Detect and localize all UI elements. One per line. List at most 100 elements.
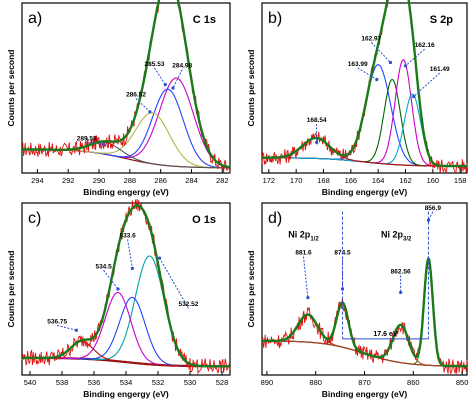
element-label: C 1s <box>193 14 216 26</box>
panel-label: d) <box>268 210 282 227</box>
panel-label: b) <box>268 10 282 27</box>
y-axis-label: Counts per second <box>246 50 256 127</box>
fit-envelope <box>262 255 467 368</box>
fit-envelope <box>262 0 467 168</box>
x-tick-label: 850 <box>456 378 469 387</box>
fit-envelope <box>22 0 231 169</box>
annotation-arrowhead <box>426 218 431 222</box>
annotation-arrow <box>357 67 378 80</box>
peak-annotation: 289.58 <box>77 136 97 143</box>
peak-annotation: 285.53 <box>145 61 165 68</box>
x-tick-label: 160 <box>427 176 440 185</box>
x-tick-label: 536 <box>88 378 101 387</box>
annotation-arrow <box>57 324 77 331</box>
peak-annotation: 533.6 <box>119 232 136 239</box>
annotation-arrow <box>405 48 425 67</box>
x-tick-label: 168 <box>317 176 330 185</box>
annotation-arrowhead <box>102 142 106 146</box>
orbital-sub: 1/2 <box>310 236 319 242</box>
plot-frame <box>261 2 468 174</box>
peak-annotation: 536.75 <box>47 318 67 325</box>
annotation-arrowhead <box>306 296 310 300</box>
annotation-arrow <box>127 239 133 269</box>
annotation-arrow <box>154 67 166 85</box>
peak-annotation: 881.6 <box>295 250 312 257</box>
x-tick-label: 158 <box>454 176 467 185</box>
x-tick-label: 292 <box>62 176 75 185</box>
peak-component-1 <box>22 88 231 169</box>
x-tick-label: 288 <box>124 176 137 185</box>
annotation-arrow <box>302 256 309 298</box>
x-tick-label: 170 <box>290 176 303 185</box>
annotation-arrowhead <box>74 328 78 332</box>
annotation-arrowhead <box>130 266 134 270</box>
x-tick-label: 860 <box>407 378 420 387</box>
annotation-arrowhead <box>148 110 152 114</box>
element-label: S 2p <box>430 14 454 26</box>
x-axis-label: Binding engergy (eV) <box>322 187 408 197</box>
peak-annotation: 286.52 <box>126 92 146 99</box>
panel-label: c) <box>28 210 41 227</box>
x-tick-label: 290 <box>93 176 106 185</box>
x-tick-label: 540 <box>24 378 37 387</box>
x-tick-label: 530 <box>184 378 197 387</box>
annotation-arrow <box>413 72 441 97</box>
peak-component-3 <box>22 141 230 169</box>
raw-data-line <box>21 0 231 174</box>
x-tick-label: 538 <box>56 378 69 387</box>
peak-component-3 <box>22 340 230 367</box>
peak-annotation: 162.97 <box>361 35 381 42</box>
annotation-arrowhead <box>399 290 403 295</box>
x-tick-label: 870 <box>358 378 371 387</box>
x-tick-label: 294 <box>31 176 44 185</box>
annotation-arrowhead <box>158 256 162 260</box>
x-tick-label: 172 <box>263 176 276 185</box>
x-tick-label: 528 <box>216 378 229 387</box>
panel-2: 540 538 536 534 532 530 528 Binding engergy (eV… <box>6 198 231 399</box>
y-axis-label: Counts per second <box>6 251 16 328</box>
x-tick-label: 166 <box>345 176 358 185</box>
peak-annotation: 284.98 <box>172 63 192 70</box>
orbital-main: Ni 2p <box>288 229 311 239</box>
fit-envelope <box>22 204 230 368</box>
orbital-label: Ni 2p1/2 <box>288 229 319 242</box>
annotation-arrow <box>86 142 104 145</box>
splitting-label: 17.6 eV <box>373 331 397 338</box>
annotation-arrowhead <box>315 140 319 144</box>
x-tick-label: 282 <box>216 176 229 185</box>
x-axis-label: Binding engergy (eV) <box>83 187 169 197</box>
x-tick-label: 162 <box>399 176 412 185</box>
panel-0: 294 292 290 288 286 284 282 Binding engergy (eV… <box>6 0 231 197</box>
annotation-arrow <box>103 270 119 290</box>
x-tick-label: 164 <box>372 176 385 185</box>
x-tick-label: 534 <box>120 378 133 387</box>
element-label: O 1s <box>192 214 216 226</box>
panel-1: 172 170 168 166 164 162 160 158 Binding engergy … <box>246 0 468 197</box>
annotation-arrowhead <box>403 64 408 68</box>
annotation-arrow <box>370 42 391 63</box>
x-axis-label: Binding engergy (eV) <box>83 389 169 399</box>
x-tick-label: 286 <box>154 176 167 185</box>
annotation-arrowhead <box>388 60 393 65</box>
y-axis-label: Counts per second <box>246 251 256 328</box>
raw-data-line <box>261 0 468 174</box>
x-axis-label: Binding engergy (eV) <box>322 389 408 399</box>
raw-data-line <box>261 258 468 374</box>
annotation-arrow <box>159 257 189 309</box>
x-tick-label: 284 <box>185 176 198 185</box>
peak-annotation: 856.9 <box>425 205 442 212</box>
orbital-main: Ni 2p <box>381 229 404 239</box>
peak-annotation: 162.16 <box>415 42 435 49</box>
y-axis-label: Counts per second <box>6 50 16 127</box>
peak-annotation: 862.56 <box>391 269 411 276</box>
peak-annotation: 163.99 <box>348 61 368 68</box>
annotation-arrowhead <box>412 94 416 99</box>
annotation-arrowhead <box>163 83 167 87</box>
plot-frame <box>21 202 231 376</box>
peak-annotation: 168.54 <box>307 117 327 124</box>
peak-annotation: 532.52 <box>178 301 198 308</box>
x-tick-label: 532 <box>152 378 165 387</box>
panel-3: 890 880 870 860 850 Binding engergy (eV) Count… <box>246 202 469 399</box>
orbital-label: Ni 2p3/2 <box>381 229 412 242</box>
